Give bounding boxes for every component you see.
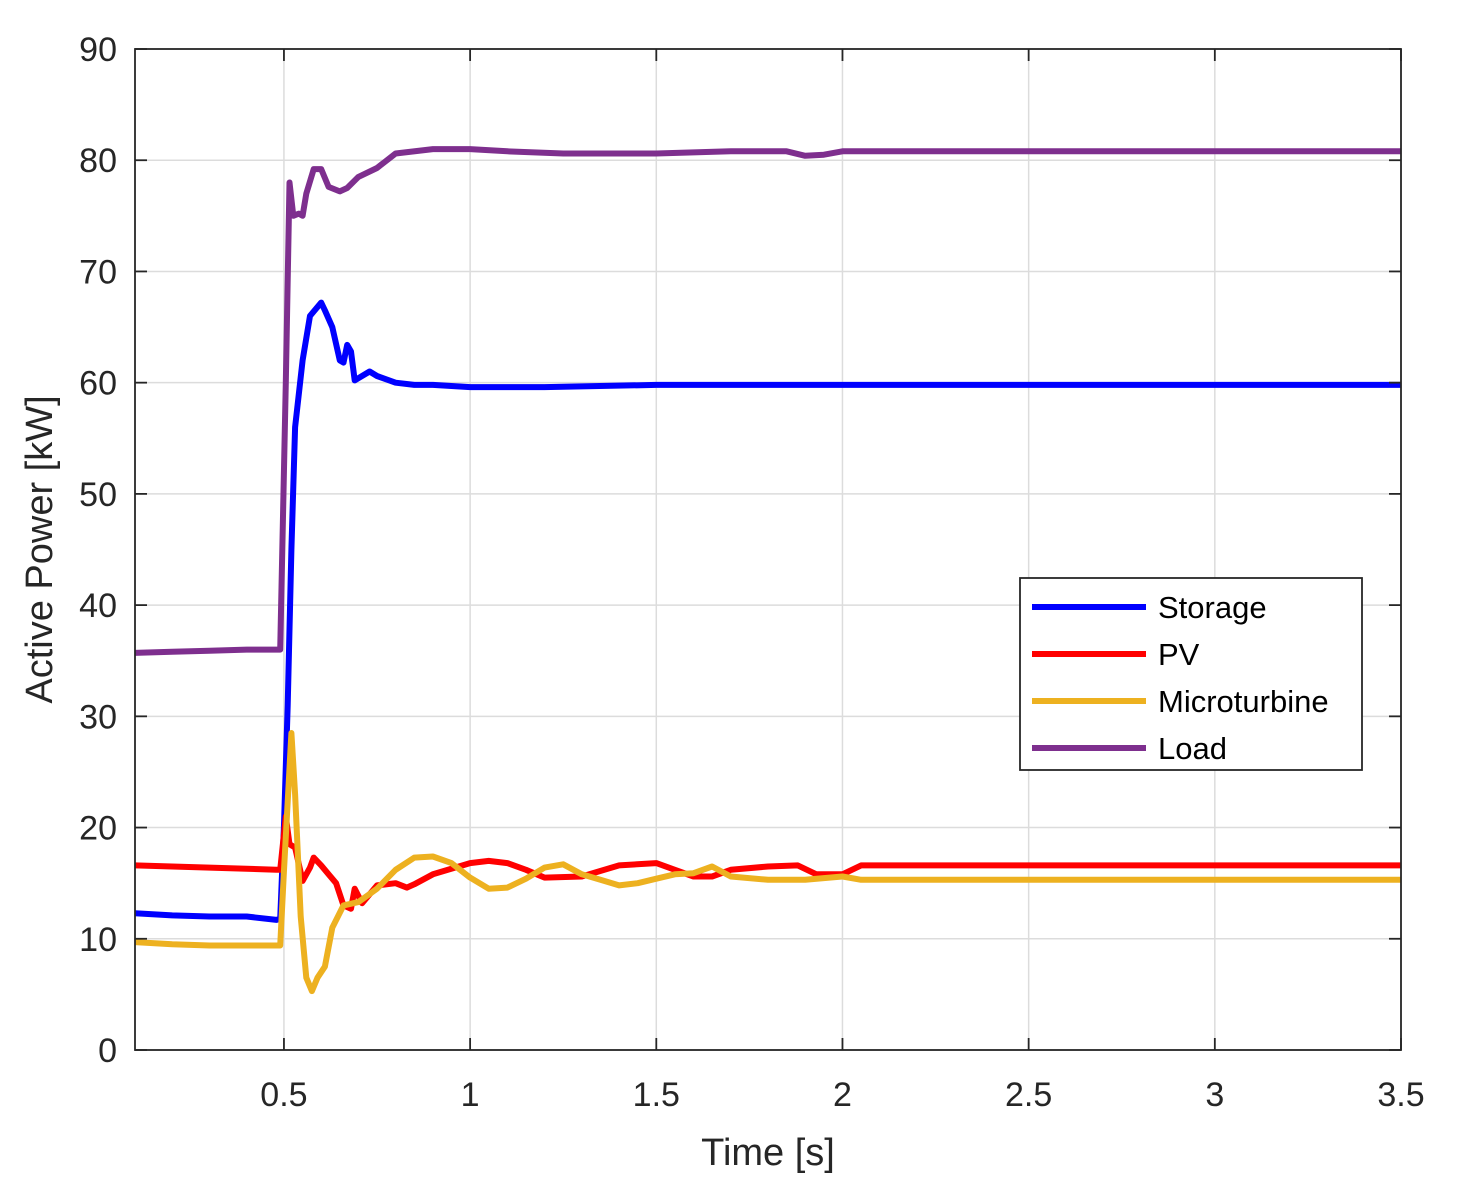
x-tick-label: 3 (1205, 1076, 1224, 1114)
y-axis-label: Active Power [kW] (19, 395, 61, 703)
axis-ticks: 0.5 1 1.5 2 2.5 3 3.5 0 10 20 30 40 50 60 70 80 90 (79, 31, 1424, 1114)
legend-entry-label: Load (1158, 731, 1227, 766)
series-lines (134, 146, 1401, 995)
y-tick-label: 60 (79, 365, 117, 403)
y-tick-label: 90 (79, 31, 117, 69)
x-tick-label: 1.5 (633, 1076, 680, 1114)
x-tick-label: 2.5 (1005, 1076, 1052, 1114)
x-axis-label: Time [s] (701, 1132, 835, 1174)
y-tick-label: 10 (79, 921, 117, 959)
y-tick-label: 50 (79, 476, 117, 514)
y-tick-label: 80 (79, 142, 117, 180)
series-line-load (134, 146, 1401, 656)
legend-entry-label: Microturbine (1158, 684, 1329, 719)
x-tick-label: 2 (833, 1076, 852, 1114)
legend: Storage PV Microturbine Load (1019, 577, 1363, 771)
y-tick-label: 30 (79, 698, 117, 736)
x-tick-label: 0.5 (260, 1076, 307, 1114)
legend-entry-label: PV (1158, 637, 1200, 672)
x-tick-label: 3.5 (1377, 1076, 1424, 1114)
x-tick-label: 1 (461, 1076, 480, 1114)
series-line-pv (134, 813, 1401, 912)
y-tick-label: 20 (79, 810, 117, 848)
plot-area-frame (134, 48, 1402, 1051)
legend-entry-label: Storage (1158, 590, 1267, 625)
y-tick-label: 0 (98, 1032, 117, 1070)
series-line-microturbine (134, 730, 1401, 995)
y-tick-label: 40 (79, 587, 117, 625)
y-tick-label: 70 (79, 253, 117, 291)
